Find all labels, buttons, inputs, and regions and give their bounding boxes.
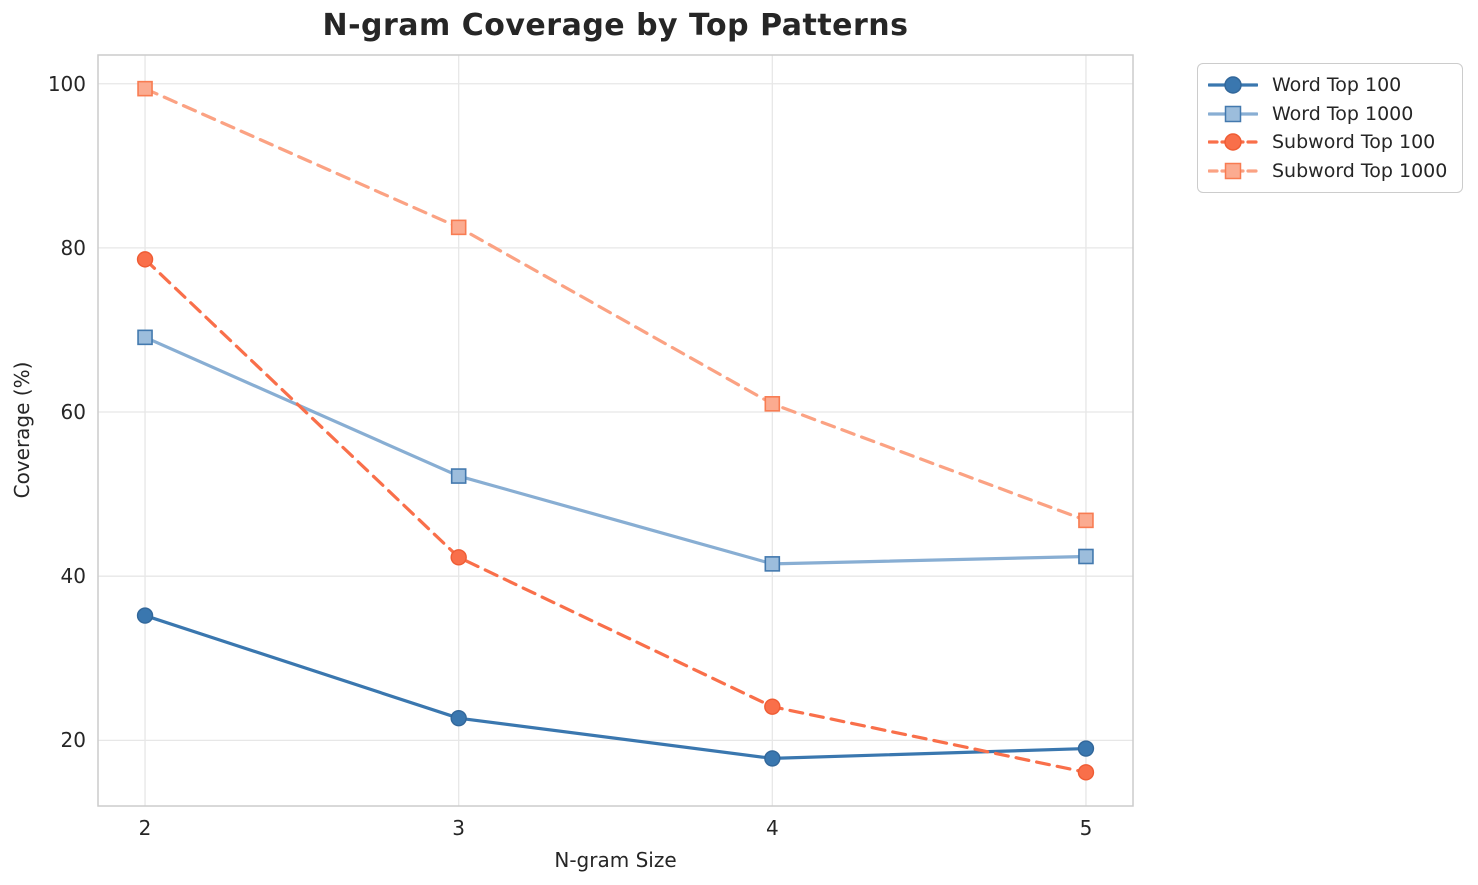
plot-border (97, 54, 1134, 807)
data-point-marker (1077, 740, 1095, 757)
y-tick-label: 40 (60, 564, 86, 589)
circle-marker-icon (1224, 76, 1242, 94)
x-tick-label: 4 (765, 816, 779, 840)
series-line (143, 87, 1088, 522)
x-tick-label: 2 (138, 816, 152, 840)
circle-marker-icon (1224, 133, 1242, 151)
legend-label: Subword Top 100 (1272, 131, 1436, 154)
x-tick-label: 3 (452, 816, 466, 840)
legend: Word Top 100 Word Top 1000 Subword Top 100… (1197, 63, 1463, 193)
data-point-marker (1078, 548, 1094, 565)
y-tick-label: 100 (47, 71, 86, 96)
data-point-marker (450, 549, 467, 566)
legend-line-sample (1208, 162, 1258, 179)
data-point-marker (137, 80, 153, 97)
legend-line-sample (1208, 133, 1258, 151)
data-point-marker (1077, 764, 1095, 781)
series-line (143, 335, 1088, 566)
square-marker-icon (1224, 162, 1242, 179)
legend-item: Subword Top 1000 (1208, 160, 1452, 182)
data-point-marker (450, 219, 467, 236)
x-tick-label: 5 (1079, 816, 1093, 840)
data-point-marker (764, 750, 781, 767)
legend-line-sample (1208, 76, 1258, 94)
legend-item: Word Top 1000 (1208, 103, 1452, 125)
data-point-marker (1078, 512, 1094, 529)
data-point-marker (764, 698, 781, 715)
legend-label: Word Top 100 (1272, 74, 1402, 97)
y-tick-label: 80 (60, 235, 86, 260)
data-point-marker (136, 251, 154, 268)
chart-title: N-gram Coverage by Top Patterns (322, 8, 909, 43)
data-point-marker (764, 556, 781, 572)
legend-line-sample (1208, 105, 1258, 122)
data-point-marker (136, 607, 154, 624)
y-tick-label: 20 (60, 728, 86, 753)
legend-label: Word Top 1000 (1272, 102, 1414, 125)
x-axis-label: N-gram Size (554, 848, 677, 872)
y-tick-label: 60 (60, 400, 86, 425)
square-marker-icon (1224, 105, 1242, 122)
legend-item: Subword Top 100 (1208, 131, 1452, 153)
data-point-marker (137, 329, 153, 346)
series-line (143, 613, 1088, 760)
data-point-marker (450, 468, 467, 484)
data-point-marker (764, 396, 781, 412)
legend-item: Word Top 100 (1208, 74, 1452, 96)
legend-label: Subword Top 1000 (1272, 159, 1448, 182)
data-point-marker (450, 709, 467, 727)
y-axis-label-text: Coverage (%) (10, 361, 34, 499)
series-line (143, 257, 1088, 774)
